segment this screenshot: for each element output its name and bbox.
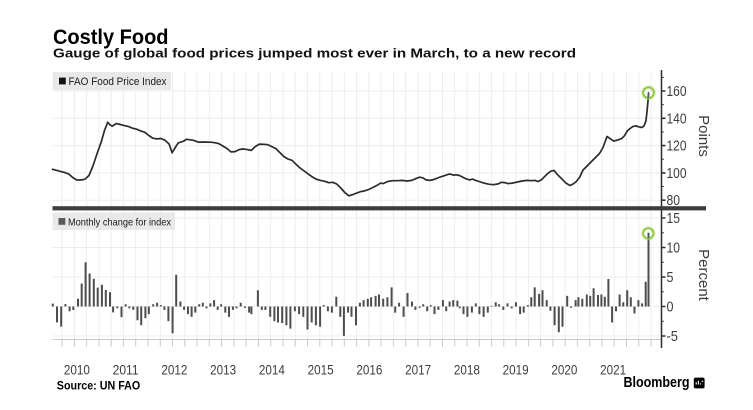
svg-text:2010: 2010 — [64, 362, 90, 378]
svg-text:2015: 2015 — [308, 362, 334, 378]
svg-text:Monthly change for index: Monthly change for index — [68, 216, 172, 228]
svg-text:10: 10 — [667, 241, 681, 257]
svg-text:2021: 2021 — [600, 362, 626, 378]
svg-text:2012: 2012 — [161, 362, 187, 378]
svg-text:0: 0 — [667, 300, 674, 316]
svg-text:Source: UN FAO: Source: UN FAO — [57, 381, 141, 393]
svg-text:2017: 2017 — [405, 362, 431, 378]
svg-text:Bloomberg: Bloomberg — [624, 374, 690, 391]
svg-text:Costly Food: Costly Food — [53, 26, 169, 49]
svg-text:2018: 2018 — [454, 362, 480, 378]
svg-text:Points: Points — [695, 115, 712, 157]
svg-text:2014: 2014 — [259, 362, 285, 378]
svg-text:15: 15 — [667, 211, 681, 227]
svg-text:2019: 2019 — [503, 362, 529, 378]
svg-text:140: 140 — [667, 111, 687, 127]
svg-text:5: 5 — [667, 270, 674, 286]
svg-text:Gauge of global food prices ju: Gauge of global food prices jumped most … — [53, 45, 576, 60]
svg-text:2016: 2016 — [356, 362, 382, 378]
svg-text:2013: 2013 — [210, 362, 236, 378]
svg-text:120: 120 — [667, 139, 687, 155]
svg-text:2011: 2011 — [113, 362, 139, 378]
svg-text:2020: 2020 — [551, 362, 577, 378]
svg-text:80: 80 — [667, 193, 681, 209]
svg-text:FAO Food Price Index: FAO Food Price Index — [69, 76, 167, 88]
svg-text:-5: -5 — [667, 329, 679, 345]
svg-text:100: 100 — [667, 166, 687, 182]
svg-text:160: 160 — [667, 84, 687, 100]
svg-text:Percent: Percent — [695, 249, 712, 302]
